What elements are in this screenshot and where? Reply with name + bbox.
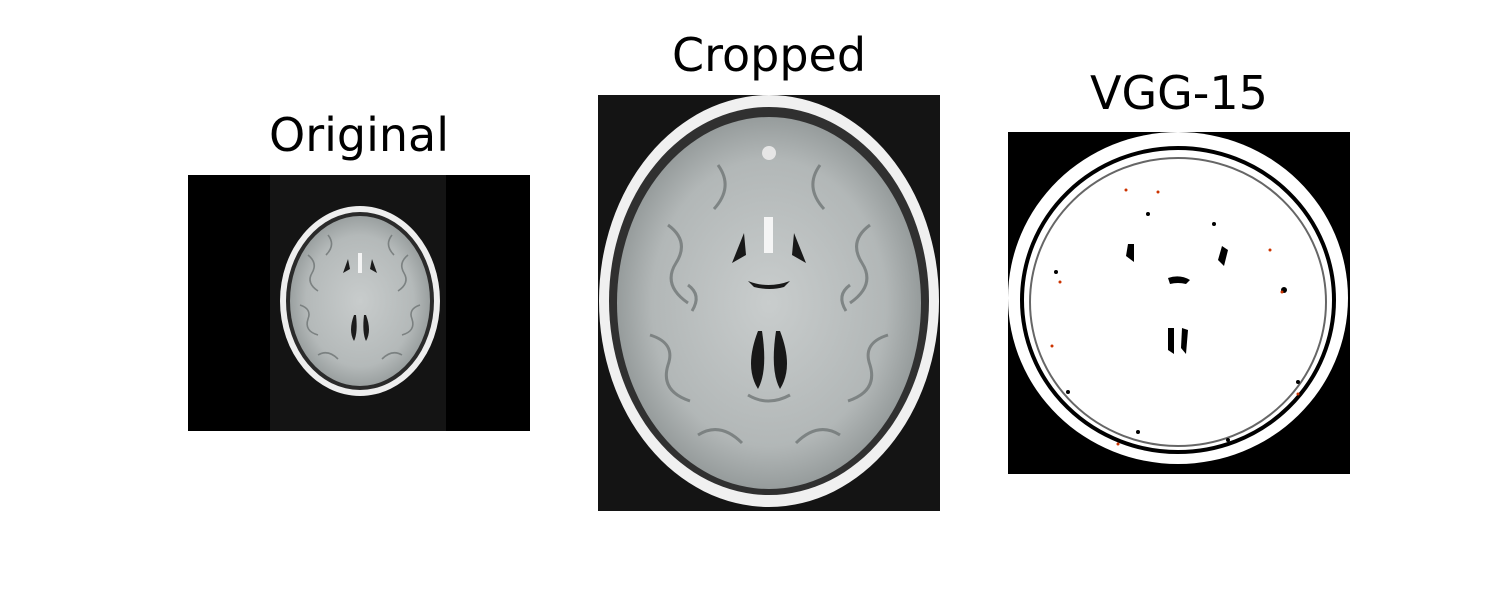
panel-title-original: Original	[268, 108, 449, 162]
vgg15-mask-image	[1008, 132, 1350, 474]
panel-title-vgg: VGG-15	[1090, 66, 1268, 120]
original-mri-image	[188, 175, 530, 431]
panel-title-cropped: Cropped	[671, 28, 867, 82]
cropped-mri-image	[598, 95, 940, 511]
